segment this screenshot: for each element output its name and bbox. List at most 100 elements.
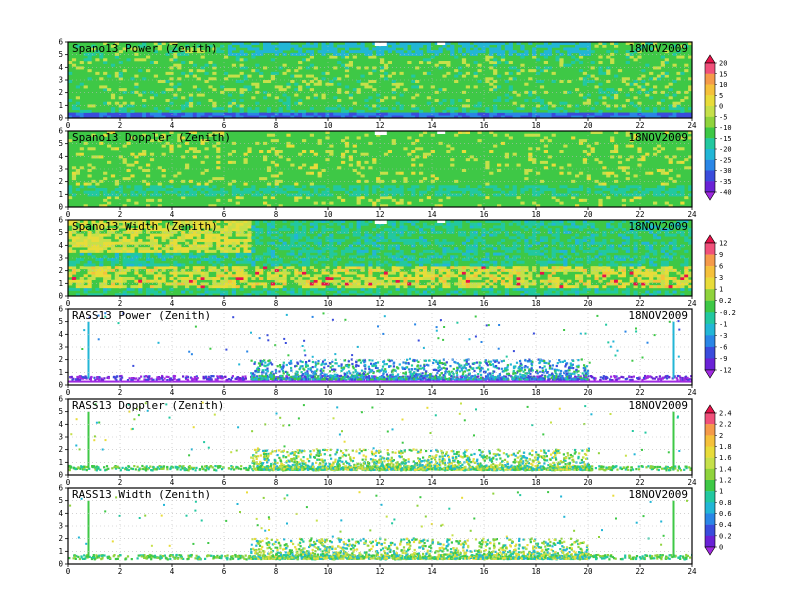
heatmap-cell [68,271,73,275]
heatmap-cell [181,179,186,183]
heatmap-cell [376,249,381,253]
heatmap-cell [559,255,564,259]
heatmap-cell [473,47,478,51]
heatmap-cell [539,252,545,256]
heatmap-cell [539,44,545,48]
heatmap-cell [302,112,307,116]
heatmap-cell [146,198,151,202]
heatmap-cell [266,277,272,281]
heatmap-cell [364,222,369,226]
heatmap-cell [216,290,221,294]
heatmap-cell [684,225,689,229]
heatmap-cell [153,293,158,296]
heatmap-cell [411,141,416,145]
heatmap-cell [559,222,564,226]
heatmap-cell [493,61,498,65]
heatmap-cell [130,230,135,234]
heatmap-cell [204,112,209,116]
heatmap-cell [305,282,311,286]
heatmap-cell [200,112,205,116]
heatmap-cell [575,274,580,278]
heatmap-cell [442,185,447,189]
heatmap-cell [571,55,576,59]
heatmap-cell [118,293,123,296]
heatmap-cell [138,263,143,267]
heatmap-cell [185,150,190,154]
heatmap-cell [161,274,166,278]
heatmap-cell [434,252,439,256]
heatmap-cell [430,150,435,154]
heatmap-cell [122,204,127,207]
heatmap-cell [660,255,665,259]
heatmap-cell [419,198,424,202]
heatmap-cell [325,247,330,251]
heatmap-cell [543,66,548,70]
heatmap-cell [458,285,463,289]
heatmap-cell [251,236,256,240]
heatmap-cell [239,112,244,116]
heatmap-cell [157,263,162,267]
heatmap-cell [485,279,490,283]
heatmap-cell [352,42,357,46]
heatmap-cell [500,274,506,278]
heatmap-cell [465,271,470,275]
heatmap-cell [321,185,326,189]
heatmap-cell [637,112,642,116]
heatmap-cell [325,150,330,154]
heatmap-cell [458,66,463,70]
heatmap-cell [243,152,248,156]
heatmap-cell [508,66,513,70]
heatmap-cell [461,252,467,256]
heatmap-cell [114,147,119,151]
heatmap-cell [130,104,135,108]
heatmap-cell [649,188,654,192]
heatmap-cell [469,188,474,192]
heatmap-cell [512,287,517,291]
heatmap-cell [508,71,513,75]
heatmap-cell [676,285,681,289]
heatmap-cell [329,239,334,243]
heatmap-cell [286,107,291,111]
heatmap-cell [481,230,486,234]
heatmap-cell [118,268,123,272]
heatmap-cell [477,115,482,118]
heatmap-cell [477,190,482,194]
heatmap-cell [294,74,299,78]
heatmap-cell [465,274,470,278]
heatmap-cell [130,228,135,232]
heatmap-cell [243,279,248,283]
heatmap-cell [344,230,350,234]
heatmap-cell [364,115,369,118]
heatmap-cell [672,63,677,67]
heatmap-cell [157,182,162,186]
heatmap-cell [543,255,548,259]
heatmap-cell [255,109,260,113]
heatmap-cell [497,225,502,229]
heatmap-cell [212,63,217,67]
heatmap-cell [122,255,127,259]
heatmap-cell [134,222,139,226]
heatmap-cell [134,230,139,234]
heatmap-cell [165,249,170,253]
heatmap-cell [602,239,607,243]
heatmap-cell [196,239,201,243]
heatmap-cell [290,188,295,192]
heatmap-cell [641,228,646,232]
heatmap-cell [75,287,80,291]
heatmap-cell [383,277,389,281]
heatmap-cell [227,279,233,283]
heatmap-cell [606,188,611,192]
heatmap-cell [422,293,428,296]
heatmap-cell [387,115,392,118]
heatmap-cell [508,258,513,262]
heatmap-cell [231,185,236,189]
heatmap-cell [407,61,412,65]
heatmap-cell [485,271,490,275]
heatmap-cell [606,244,611,248]
heatmap-cell [83,115,88,118]
heatmap-cell [200,55,205,59]
heatmap-cell [446,144,451,148]
heatmap-cell [551,293,556,296]
heatmap-cell [200,160,205,164]
heatmap-cell [485,244,490,248]
